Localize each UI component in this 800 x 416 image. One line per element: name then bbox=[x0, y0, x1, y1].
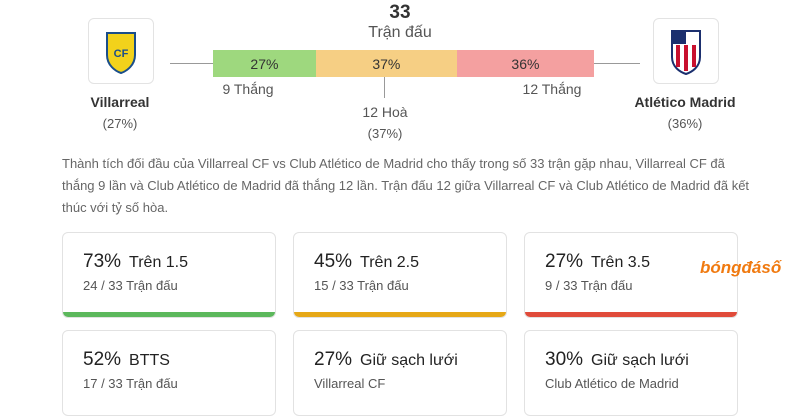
home-logo: CF bbox=[88, 18, 154, 84]
stat-pct: 27% bbox=[545, 251, 584, 272]
away-logo bbox=[653, 18, 719, 84]
svg-text:CF: CF bbox=[114, 48, 129, 60]
stat-strip bbox=[63, 312, 275, 317]
stat-sub: Villarreal CF bbox=[314, 376, 386, 391]
stat-sub: 17 / 33 Trận đấu bbox=[83, 376, 178, 391]
away-name: Atlético Madrid bbox=[634, 94, 736, 110]
stat-card: 45% Trên 2.5 15 / 33 Trận đấu bbox=[293, 232, 507, 318]
home-pct: (27%) bbox=[102, 116, 138, 131]
bar-segment: 36% bbox=[456, 50, 594, 77]
stat-line: 73% Trên 1.5 bbox=[83, 251, 188, 273]
stat-line: 45% Trên 2.5 bbox=[314, 251, 419, 273]
stat-strip bbox=[294, 312, 506, 317]
stat-pct: 52% bbox=[83, 349, 122, 370]
stat-card: 52% BTTS 17 / 33 Trận đấu bbox=[62, 330, 276, 416]
stat-title: BTTS bbox=[129, 352, 170, 369]
segment-label: 37% bbox=[372, 55, 401, 72]
draws-pct: (37%) bbox=[367, 126, 403, 141]
stat-strip bbox=[525, 312, 737, 317]
stat-pct: 27% bbox=[314, 349, 353, 370]
total-label: Trận đấu bbox=[368, 24, 432, 41]
home-name: Villarreal bbox=[90, 94, 150, 110]
away-wins: 12 Thắng bbox=[522, 81, 582, 97]
stat-sub: 9 / 33 Trận đấu bbox=[545, 278, 633, 293]
stat-pct: 73% bbox=[83, 251, 122, 272]
stat-pct: 45% bbox=[314, 251, 353, 272]
bar-segment: 27% bbox=[213, 50, 316, 77]
stat-sub: Club Atlético de Madrid bbox=[545, 376, 679, 391]
stat-card: 27% Giữ sạch lưới Villarreal CF bbox=[293, 330, 507, 416]
stat-sub: 24 / 33 Trận đấu bbox=[83, 278, 178, 293]
watermark: bóngđásố bbox=[700, 258, 782, 277]
stat-line: 27% Trên 3.5 bbox=[545, 251, 650, 273]
stat-title: Giữ sạch lưới bbox=[360, 352, 458, 369]
stat-line: 27% Giữ sạch lưới bbox=[314, 349, 458, 371]
home-wins: 9 Thắng bbox=[222, 81, 274, 97]
stat-pct: 30% bbox=[545, 349, 584, 370]
draws: 12 Hoà bbox=[362, 104, 408, 120]
stat-title: Trên 1.5 bbox=[129, 254, 189, 271]
stat-title: Trên 3.5 bbox=[591, 254, 651, 271]
page: 33 Trận đấu CF Villarreal (27%) Atlético… bbox=[62, 2, 782, 416]
split-bar: 27% 37% 36% bbox=[213, 50, 594, 77]
stat-line: 52% BTTS bbox=[83, 349, 170, 371]
stat-sub: 15 / 33 Trận đấu bbox=[314, 278, 409, 293]
away-pct: (36%) bbox=[667, 116, 703, 131]
away-crest bbox=[671, 30, 701, 76]
home-crest: CF bbox=[106, 32, 136, 75]
summary: Thành tích đối đầu của Villarreal CF vs … bbox=[62, 156, 750, 215]
bar-segment: 37% bbox=[315, 50, 457, 77]
stat-card: 30% Giữ sạch lưới Club Atlético de Madrid bbox=[524, 330, 738, 416]
segment-label: 27% bbox=[250, 55, 279, 72]
stat-title: Trên 2.5 bbox=[360, 254, 420, 271]
total: 33 bbox=[389, 2, 411, 23]
stat-card: 73% Trên 1.5 24 / 33 Trận đấu bbox=[62, 232, 276, 318]
segment-label: 36% bbox=[511, 55, 540, 72]
stat-line: 30% Giữ sạch lưới bbox=[545, 349, 689, 371]
draw-tick bbox=[384, 77, 385, 98]
stat-title: Giữ sạch lưới bbox=[591, 352, 689, 369]
stat-card: 27% Trên 3.5 9 / 33 Trận đấu bbox=[524, 232, 738, 318]
